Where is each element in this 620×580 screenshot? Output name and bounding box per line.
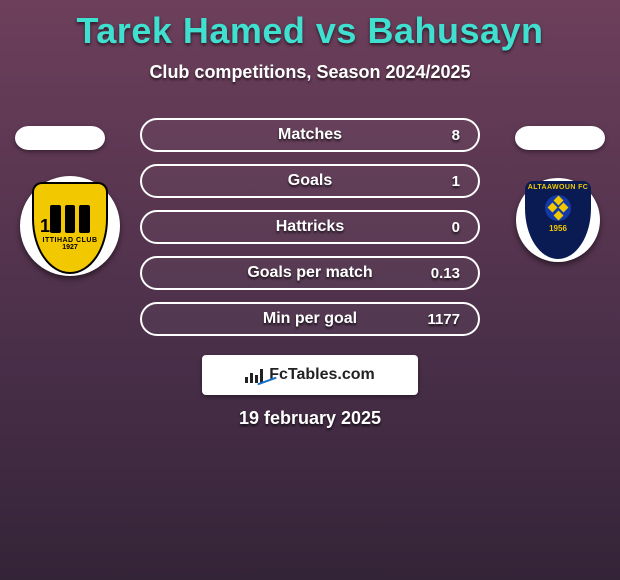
stat-row: Hattricks 0 [140, 210, 480, 244]
stat-row: Goals 1 [140, 164, 480, 198]
right-player-pill [515, 126, 605, 150]
left-player-pill [15, 126, 105, 150]
stat-label: Matches [142, 126, 478, 144]
stat-row: Min per goal 1177 [140, 302, 480, 336]
stat-label: Goals [142, 172, 478, 190]
page-title: Tarek Hamed vs Bahusayn [0, 0, 620, 52]
subtitle: Club competitions, Season 2024/2025 [0, 62, 620, 83]
stat-label: Hattricks [142, 218, 478, 236]
date-text: 19 february 2025 [0, 408, 620, 429]
stat-value-right: 1 [452, 173, 460, 190]
stats-panel: Matches 8 Goals 1 Hattricks 0 Goals per … [140, 118, 480, 348]
stat-value-right: 1177 [427, 311, 460, 328]
club-year: 1927 [62, 244, 78, 251]
ittihad-shield-icon: 1 ITTIHAD CLUB 1927 [32, 182, 108, 274]
stat-label: Goals per match [142, 264, 478, 282]
comparison-card: Tarek Hamed vs Bahusayn Club competition… [0, 0, 620, 580]
club-number: 1 [40, 216, 50, 237]
altaawoun-shield-icon: ALTAAWOUN FC 1956 [525, 181, 591, 259]
stat-value-right: 0.13 [431, 265, 460, 282]
stat-row: Matches 8 [140, 118, 480, 152]
club-arc-text: ALTAAWOUN FC [528, 184, 589, 191]
club-year: 1956 [549, 224, 567, 233]
club-name-text: ITTIHAD CLUB [43, 237, 98, 244]
source-text: FcTables.com [269, 366, 375, 384]
stat-value-right: 8 [452, 127, 460, 144]
stat-value-right: 0 [452, 219, 460, 236]
source-attribution: FcTables.com [202, 355, 418, 395]
right-club-badge: ALTAAWOUN FC 1956 [516, 178, 600, 262]
chart-icon [245, 367, 263, 383]
stat-row: Goals per match 0.13 [140, 256, 480, 290]
left-club-badge: 1 ITTIHAD CLUB 1927 [20, 176, 120, 276]
